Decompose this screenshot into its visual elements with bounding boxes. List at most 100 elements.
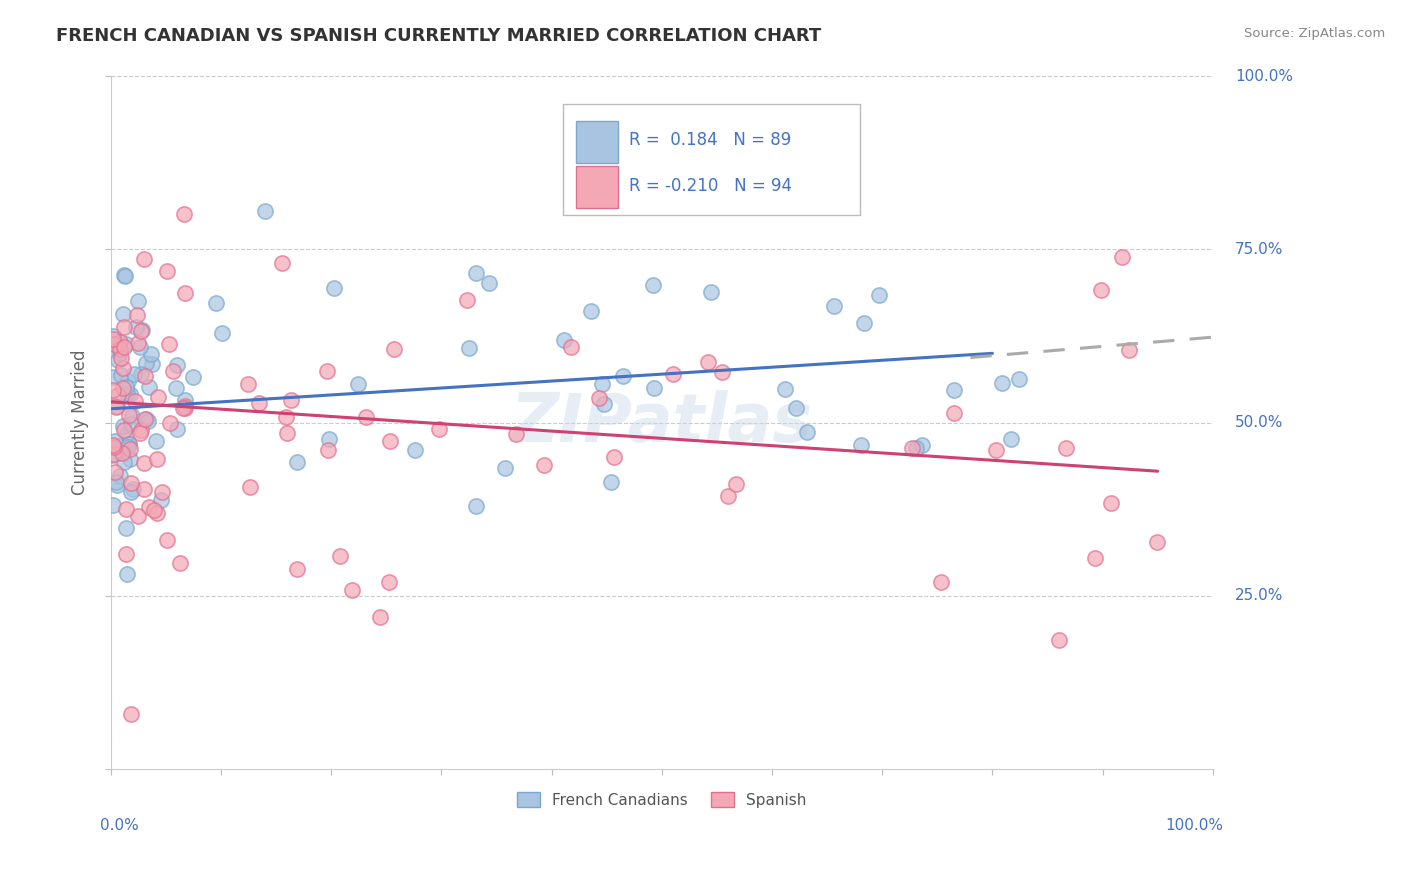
- French Canadians: [131, 323, 153, 337]
- French Canadians: [991, 376, 1014, 390]
- Spanish: [108, 335, 131, 350]
- Text: FRENCH CANADIAN VS SPANISH CURRENTLY MARRIED CORRELATION CHART: FRENCH CANADIAN VS SPANISH CURRENTLY MAR…: [56, 27, 821, 45]
- French Canadians: [796, 425, 818, 439]
- Spanish: [112, 320, 135, 334]
- Bar: [576, 166, 617, 208]
- Spanish: [280, 392, 302, 407]
- French Canadians: [138, 380, 160, 394]
- Spanish: [533, 458, 555, 473]
- Spanish: [169, 557, 191, 571]
- French Canadians: [1007, 372, 1029, 386]
- French Canadians: [465, 266, 488, 280]
- French Canadians: [149, 493, 172, 508]
- Spanish: [156, 264, 179, 278]
- French Canadians: [205, 295, 228, 310]
- Spanish: [111, 446, 134, 460]
- French Canadians: [108, 346, 131, 360]
- Spanish: [103, 337, 125, 351]
- French Canadians: [494, 461, 516, 475]
- Spanish: [456, 293, 478, 308]
- Spanish: [368, 610, 391, 624]
- Spanish: [112, 423, 135, 437]
- Spanish: [159, 416, 181, 430]
- Spanish: [588, 391, 610, 405]
- Spanish: [125, 308, 148, 322]
- Spanish: [602, 450, 624, 464]
- French Canadians: [943, 383, 966, 397]
- Spanish: [1083, 550, 1105, 565]
- Spanish: [725, 476, 748, 491]
- Spanish: [505, 427, 527, 442]
- Spanish: [146, 506, 169, 520]
- French Canadians: [101, 370, 124, 384]
- French Canadians: [139, 347, 162, 361]
- French Canadians: [318, 432, 340, 446]
- French Canadians: [478, 276, 501, 290]
- Spanish: [143, 502, 166, 516]
- Spanish: [108, 342, 131, 356]
- Spanish: [129, 423, 152, 437]
- Text: 50.0%: 50.0%: [1234, 415, 1284, 430]
- French Canadians: [121, 482, 143, 496]
- French Canadians: [101, 498, 124, 512]
- French Canadians: [110, 368, 132, 382]
- French Canadians: [183, 370, 205, 384]
- Spanish: [127, 336, 149, 351]
- French Canadians: [118, 451, 141, 466]
- French Canadians: [117, 385, 139, 400]
- Spanish: [929, 575, 952, 590]
- Text: R = -0.210   N = 94: R = -0.210 N = 94: [628, 177, 792, 194]
- Spanish: [134, 252, 156, 266]
- French Canadians: [465, 499, 488, 513]
- Spanish: [382, 342, 405, 356]
- French Canadians: [911, 438, 934, 452]
- Bar: [576, 121, 617, 162]
- French Canadians: [285, 455, 308, 469]
- Text: R =  0.184   N = 89: R = 0.184 N = 89: [628, 131, 792, 150]
- Spanish: [114, 502, 136, 516]
- Spanish: [104, 401, 127, 415]
- French Canadians: [117, 566, 139, 581]
- French Canadians: [114, 380, 136, 394]
- French Canadians: [643, 381, 665, 395]
- Spanish: [247, 395, 270, 409]
- Bar: [562, 103, 860, 215]
- Spanish: [103, 440, 125, 454]
- French Canadians: [117, 440, 139, 454]
- Spanish: [429, 421, 451, 435]
- French Canadians: [112, 419, 135, 434]
- Spanish: [697, 355, 720, 369]
- French Canadians: [166, 422, 188, 436]
- French Canadians: [112, 443, 135, 458]
- Spanish: [1111, 250, 1133, 264]
- French Canadians: [851, 438, 873, 452]
- French Canadians: [905, 441, 928, 455]
- Spanish: [111, 360, 134, 375]
- Spanish: [316, 443, 339, 458]
- French Canadians: [108, 439, 131, 453]
- French Canadians: [127, 293, 149, 308]
- French Canadians: [141, 357, 163, 371]
- Text: 0.0%: 0.0%: [100, 818, 139, 833]
- Text: 25.0%: 25.0%: [1234, 589, 1284, 604]
- French Canadians: [853, 316, 876, 330]
- Spanish: [101, 384, 124, 398]
- French Canadians: [115, 426, 138, 441]
- Spanish: [174, 285, 197, 300]
- French Canadians: [775, 382, 797, 396]
- French Canadians: [135, 356, 157, 370]
- French Canadians: [165, 381, 187, 395]
- Spanish: [661, 367, 683, 381]
- French Canadians: [120, 484, 142, 499]
- Spanish: [128, 425, 150, 440]
- Spanish: [134, 369, 156, 384]
- Text: 75.0%: 75.0%: [1234, 242, 1284, 257]
- Spanish: [132, 482, 155, 496]
- French Canadians: [135, 412, 157, 426]
- Spanish: [1146, 535, 1168, 549]
- French Canadians: [107, 353, 129, 368]
- Spanish: [120, 706, 142, 721]
- Spanish: [1118, 343, 1140, 357]
- French Canadians: [323, 280, 346, 294]
- Spanish: [134, 412, 156, 426]
